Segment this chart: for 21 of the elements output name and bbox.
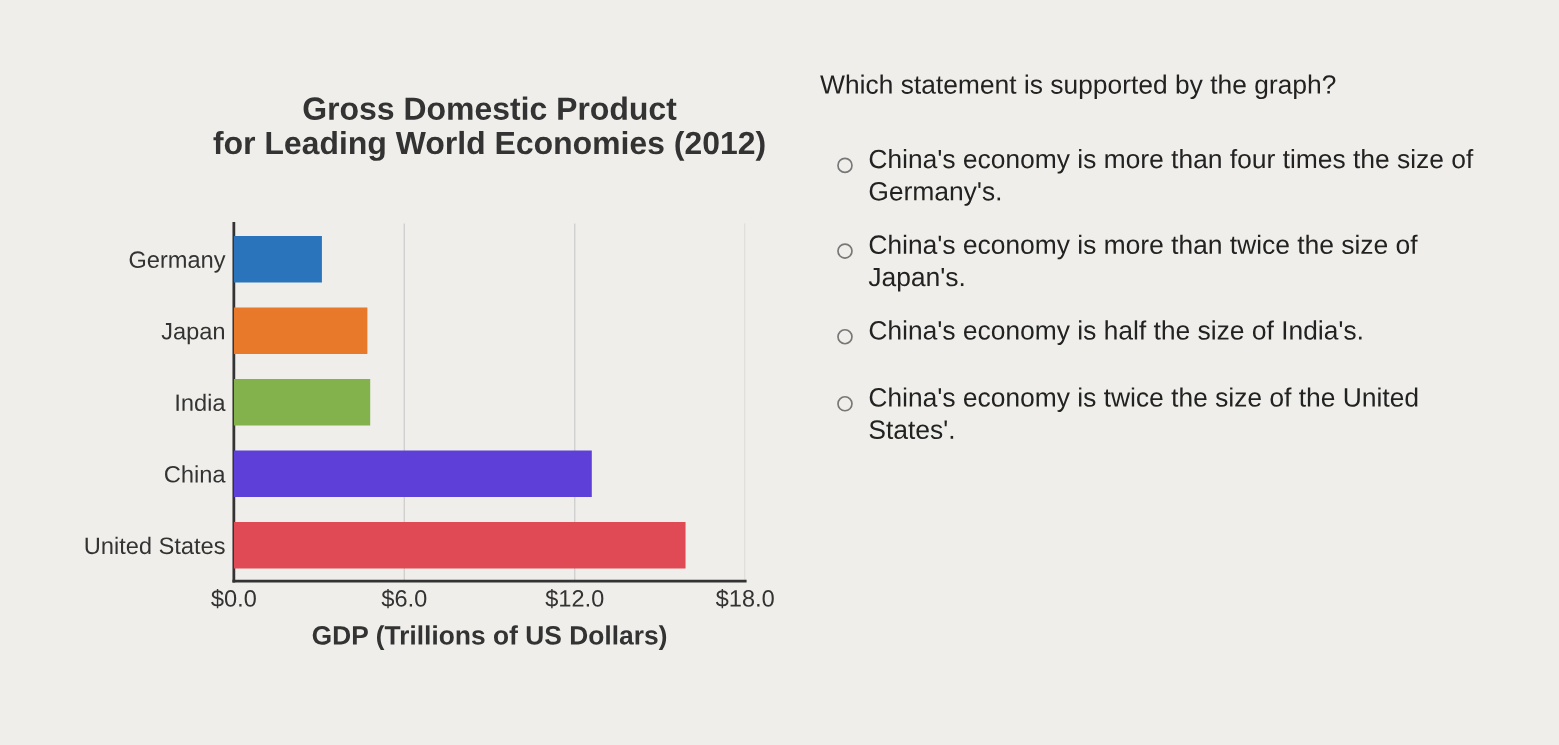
x-tick-label: $12.0 [545,589,604,609]
chart-title: Gross Domestic Product for Leading World Economies (2012) [213,96,765,161]
bar [233,307,368,355]
bar [233,522,686,569]
text: Which statement is supported by the graph? [820,74,1336,100]
bar [233,450,592,498]
x-tick-label: $0.0 [211,589,256,609]
y-tick-label: China [165,465,226,483]
x-tick-label: $6.0 [381,589,427,609]
y-tick-label: Japan [161,323,224,345]
bar [233,379,371,426]
text: China's economy is half the size of India's. [869,320,1362,345]
y-tick-label: India [176,393,226,412]
x-tick-label: $18.0 [715,589,774,609]
text: China's economy is twice the size of the United States'. [869,387,1418,440]
text: China's economy is more than twice the size of Japan's. [868,234,1418,292]
bar [233,236,322,283]
text: China's economy is more than four times the size of Germany's. [869,149,1474,206]
y-tick-label: United States [85,536,225,555]
y-tick-label: Germany [129,251,226,273]
x-axis-title: GDP (Trillions of US Dollars) [312,625,667,650]
